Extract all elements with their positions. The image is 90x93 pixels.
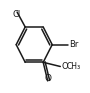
Text: Cl: Cl (12, 10, 20, 19)
Text: Br: Br (69, 40, 79, 49)
Text: CH₃: CH₃ (66, 62, 80, 71)
Text: O: O (61, 62, 68, 71)
Text: O: O (44, 74, 51, 83)
